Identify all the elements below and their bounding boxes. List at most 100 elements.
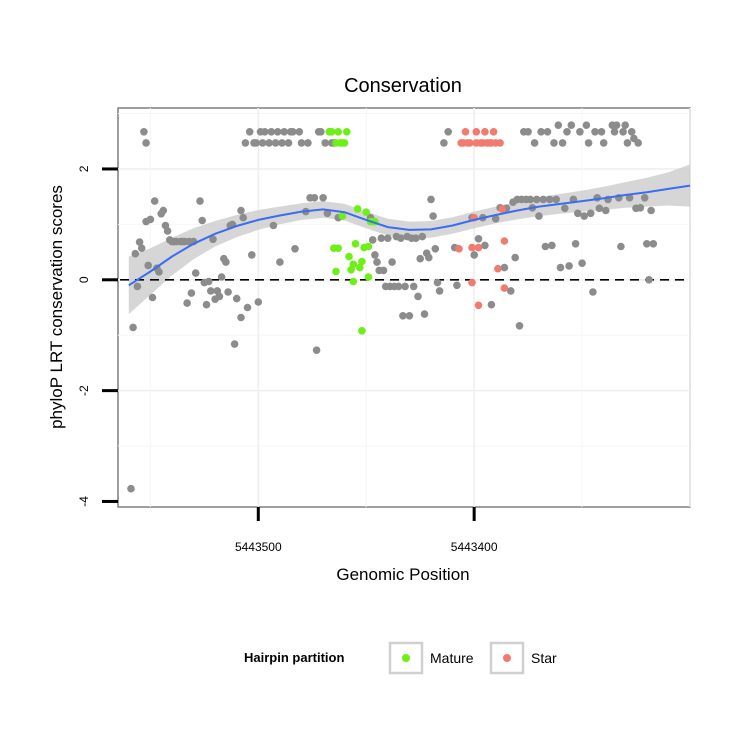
data-point	[554, 121, 563, 129]
data-point	[535, 212, 543, 220]
data-point	[364, 273, 373, 281]
data-point	[405, 312, 414, 320]
data-point	[565, 262, 573, 270]
data-point	[563, 128, 571, 136]
data-point	[461, 128, 470, 136]
data-point	[640, 194, 649, 202]
data-point	[265, 139, 273, 147]
data-point	[349, 277, 358, 286]
data-point	[466, 139, 474, 147]
legend-label-star: Star	[531, 650, 557, 666]
data-point	[433, 278, 442, 287]
data-point	[127, 484, 135, 493]
legend-label-mature: Mature	[430, 650, 474, 666]
data-point	[612, 121, 621, 129]
data-point	[481, 241, 489, 250]
data-point	[543, 128, 552, 136]
data-point	[323, 209, 332, 218]
data-point	[472, 128, 481, 136]
data-point	[474, 235, 483, 243]
data-point	[397, 234, 405, 242]
x-tick-label: 5443500	[235, 540, 282, 554]
data-point	[304, 139, 312, 147]
data-point	[409, 282, 418, 291]
data-point	[582, 121, 591, 129]
data-point	[567, 121, 576, 129]
x-axis: 5443500 5443400	[235, 507, 498, 554]
data-point	[196, 197, 204, 205]
data-point	[617, 242, 625, 251]
data-point	[340, 139, 349, 147]
data-point	[440, 139, 448, 147]
data-point	[414, 292, 422, 301]
data-point	[576, 128, 584, 136]
data-point	[319, 194, 327, 202]
data-point	[526, 195, 535, 204]
data-point	[353, 205, 362, 213]
data-point	[474, 243, 483, 252]
smooth-line	[128, 184, 691, 287]
data-point	[610, 128, 619, 136]
data-point	[586, 209, 595, 218]
data-point	[532, 195, 541, 204]
data-point	[584, 139, 593, 147]
data-point	[207, 287, 215, 295]
data-point	[429, 212, 437, 220]
data-point	[291, 245, 299, 253]
data-point	[431, 245, 440, 253]
data-point	[364, 242, 373, 251]
data-point	[362, 208, 371, 216]
data-point	[312, 346, 321, 355]
data-point	[636, 204, 645, 212]
data-point	[237, 313, 245, 322]
data-point	[474, 301, 483, 310]
data-point	[258, 139, 267, 147]
legend-marker-mature	[402, 654, 410, 662]
data-point	[550, 139, 558, 147]
data-point	[373, 258, 381, 266]
data-point	[345, 252, 353, 261]
data-point	[273, 128, 282, 136]
y-axis: 2 0 -2 -4	[77, 165, 118, 507]
data-point	[191, 269, 200, 277]
data-point	[621, 121, 629, 129]
data-point	[146, 215, 155, 224]
chart-title: Conservation	[344, 75, 462, 97]
data-point	[243, 303, 252, 312]
data-point	[634, 139, 642, 147]
data-point	[241, 139, 250, 147]
data-point	[198, 216, 206, 225]
data-point	[444, 128, 453, 136]
data-point	[494, 264, 502, 273]
data-point	[496, 139, 504, 147]
data-point	[500, 263, 509, 272]
data-point	[297, 139, 306, 147]
plot-panel	[117, 107, 691, 508]
data-point	[129, 323, 137, 332]
data-point	[295, 128, 304, 136]
data-point	[556, 263, 565, 272]
data-point	[468, 278, 476, 287]
data-point	[269, 221, 278, 230]
data-point	[580, 212, 588, 220]
data-point	[597, 128, 606, 136]
data-point	[280, 128, 289, 136]
data-point	[571, 240, 580, 248]
data-point	[500, 284, 509, 292]
data-point	[625, 194, 634, 202]
data-point	[133, 282, 142, 291]
data-point	[150, 197, 159, 205]
data-point	[645, 276, 653, 284]
data-point	[507, 287, 515, 295]
data-point	[558, 139, 567, 147]
data-point	[217, 273, 226, 281]
data-point	[202, 300, 211, 309]
data-point	[487, 300, 496, 309]
data-point	[351, 240, 360, 248]
data-point	[470, 251, 479, 259]
data-point	[215, 292, 224, 301]
data-point	[420, 310, 429, 318]
data-point	[524, 128, 532, 136]
data-point	[159, 206, 168, 215]
data-point	[358, 327, 366, 335]
